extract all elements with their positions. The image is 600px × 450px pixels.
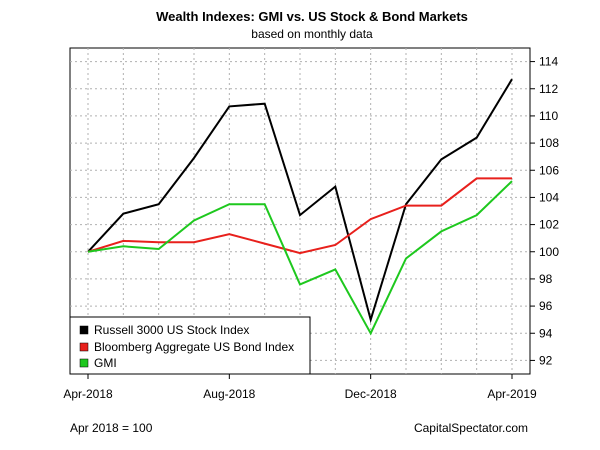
y-tick-label: 112 (539, 82, 558, 96)
y-axis: 92 94 96 98 100 102 104 106 108 110 112 114 (530, 55, 559, 367)
series-line-1 (87, 177, 512, 255)
x-tick-label: Dec-2018 (345, 387, 397, 401)
series-lines (87, 78, 513, 336)
legend-swatch-gmi (79, 358, 89, 368)
y-tick-label: 110 (539, 109, 558, 123)
legend-label-russell: Russell 3000 US Stock Index (94, 323, 249, 337)
x-tick-label: Apr-2018 (63, 387, 113, 401)
base-note: Apr 2018 = 100 (70, 421, 153, 435)
x-tick-label: Aug-2018 (203, 387, 255, 401)
y-tick-label: 114 (539, 55, 558, 69)
y-tick-label: 102 (539, 218, 559, 232)
x-tick-label: Apr-2019 (487, 387, 537, 401)
legend-box (69, 316, 311, 375)
series-line-2 (87, 180, 513, 336)
y-tick-label: 108 (539, 136, 559, 150)
y-tick-label: 94 (539, 326, 553, 340)
chart-subtitle: based on monthly data (251, 27, 373, 41)
legend: Russell 3000 US Stock Index Bloomberg Ag… (69, 316, 311, 375)
y-tick-label: 96 (539, 299, 553, 313)
y-tick-label: 98 (539, 272, 553, 286)
series-line-0 (87, 78, 513, 324)
legend-label-bloomberg: Bloomberg Aggregate US Bond Index (94, 340, 294, 354)
chart-title: Wealth Indexes: GMI vs. US Stock & Bond … (156, 9, 468, 24)
y-tick-label: 92 (539, 353, 553, 367)
legend-swatch-bloomberg (79, 342, 89, 352)
y-tick-label: 100 (539, 245, 559, 259)
source-credit: CapitalSpectator.com (414, 421, 528, 435)
legend-swatch-russell (79, 325, 89, 335)
y-tick-label: 106 (539, 163, 559, 177)
x-axis: Apr-2018 Aug-2018 Dec-2018 Apr-2019 (63, 374, 537, 401)
y-tick-label: 104 (539, 190, 559, 204)
legend-label-gmi: GMI (94, 356, 117, 370)
